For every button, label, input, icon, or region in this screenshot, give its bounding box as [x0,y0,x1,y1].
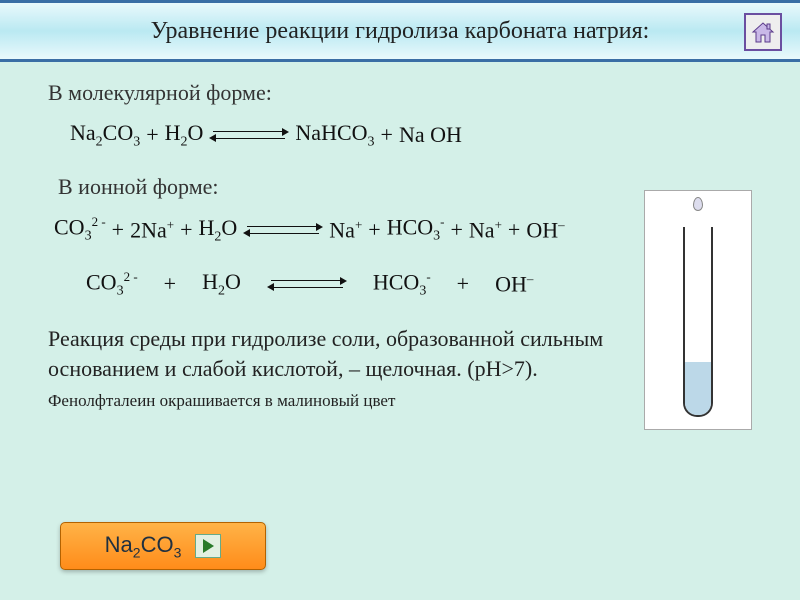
equation-molecular: Na2CO3 + H2O NaHCO3 + Na OH [70,120,752,150]
liquid-fill [685,362,711,415]
test-tube-icon [683,227,713,417]
formula-button[interactable]: Na2CO3 [60,522,266,570]
house-icon [750,20,776,44]
title-bar: Уравнение реакции гидролиза карбоната на… [0,0,800,62]
droplet-icon [693,197,703,211]
test-tube-illustration [644,190,752,430]
home-button[interactable] [744,13,782,51]
page-title: Уравнение реакции гидролиза карбоната на… [151,18,650,45]
label-molecular: В молекулярной форме: [48,80,752,106]
description-text: Реакция среды при гидролизе соли, образо… [48,324,608,383]
formula-button-label: Na2CO3 [105,532,182,560]
play-icon [195,534,221,558]
equilibrium-arrow-icon [267,275,347,293]
equilibrium-arrow-icon [243,221,323,239]
content-area: В молекулярной форме: Na2CO3 + H2O NaHCO… [0,62,800,411]
equilibrium-arrow-icon [209,126,289,144]
